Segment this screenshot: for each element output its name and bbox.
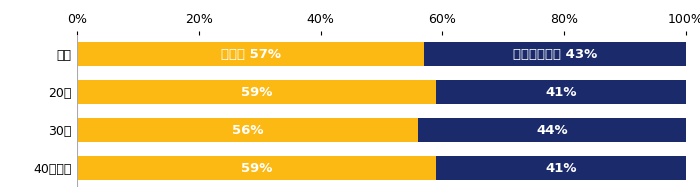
Text: 41%: 41% bbox=[545, 162, 577, 175]
Text: 56%: 56% bbox=[232, 124, 263, 137]
Bar bbox=[436, 156, 686, 180]
Bar bbox=[418, 118, 686, 142]
Text: 伝えた 57%: 伝えた 57% bbox=[220, 48, 281, 61]
Bar bbox=[77, 118, 418, 142]
Text: 59%: 59% bbox=[241, 162, 272, 175]
Bar bbox=[77, 156, 436, 180]
Text: 44%: 44% bbox=[536, 124, 568, 137]
Text: 59%: 59% bbox=[241, 86, 272, 99]
Text: 41%: 41% bbox=[545, 86, 577, 99]
Text: 伝えなかった 43%: 伝えなかった 43% bbox=[513, 48, 597, 61]
Bar bbox=[77, 42, 424, 66]
Bar bbox=[436, 80, 686, 104]
Bar bbox=[77, 80, 436, 104]
Bar bbox=[424, 42, 686, 66]
